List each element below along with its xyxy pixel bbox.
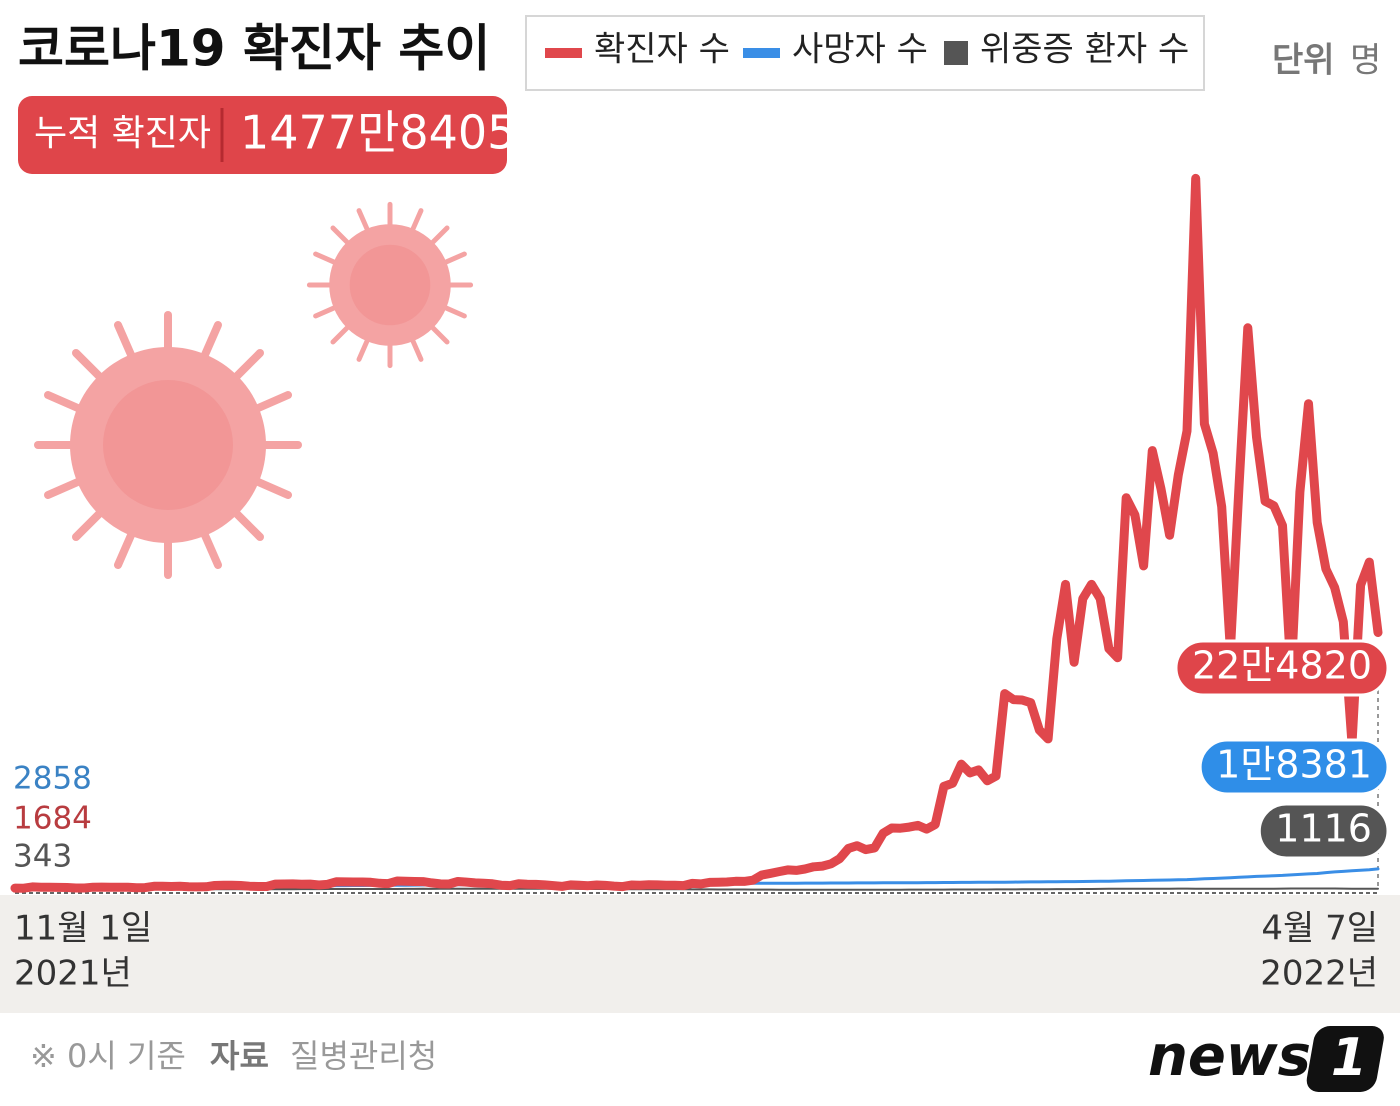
footer-note: ※ 0시 기준 — [30, 1037, 186, 1075]
start-value-label: 343 — [13, 839, 72, 875]
end-value-label: 22만4820 — [1192, 644, 1372, 688]
end-label-pill — [1198, 738, 1390, 796]
virus-illustration — [34, 204, 471, 579]
logo-mark: 1 — [1331, 1028, 1367, 1088]
unit: 명 — [1350, 41, 1381, 81]
legend-label: 사망자 수 — [792, 30, 928, 70]
legend-box — [525, 15, 1205, 91]
logo-text: news — [1148, 1024, 1311, 1089]
badge — [18, 96, 507, 174]
end-label-pill — [1257, 802, 1390, 860]
end-label: 1116 — [1257, 802, 1390, 860]
badge-value: 1477만8405 — [240, 106, 516, 160]
badge-label: 누적 확진자 — [34, 113, 211, 154]
x-year-label: 2022년 — [1260, 954, 1378, 994]
legend-marker — [743, 48, 780, 58]
end-label: 22만4820 — [1174, 639, 1390, 697]
source: 질병관리청 — [290, 1037, 437, 1075]
legend-label: 확진자 수 — [594, 30, 730, 70]
end-label-pill — [1174, 639, 1390, 697]
legend-label: 위중증 환자 수 — [980, 30, 1189, 70]
end-label: 1만8381 — [1198, 738, 1390, 796]
logo-box — [1306, 1026, 1384, 1092]
source-label: 자료 — [210, 1037, 269, 1075]
start-value-label: 1684 — [13, 801, 92, 837]
legend-marker — [944, 41, 968, 65]
end-value-label: 1116 — [1275, 807, 1372, 851]
end-value-label: 1만8381 — [1216, 743, 1372, 787]
x-tick-label: 4월 7일 — [1261, 909, 1378, 949]
chart-title: 코로나19 확진자 추이 — [18, 20, 490, 78]
unit-label: 단위 — [1272, 41, 1335, 81]
x-tick-label: 11월 1일 — [14, 909, 152, 949]
x-axis-band — [0, 895, 1400, 1013]
series-line — [10, 173, 1383, 893]
x-year-label: 2021년 — [14, 954, 132, 994]
start-value-label: 2858 — [13, 761, 92, 797]
legend-marker — [545, 48, 582, 58]
